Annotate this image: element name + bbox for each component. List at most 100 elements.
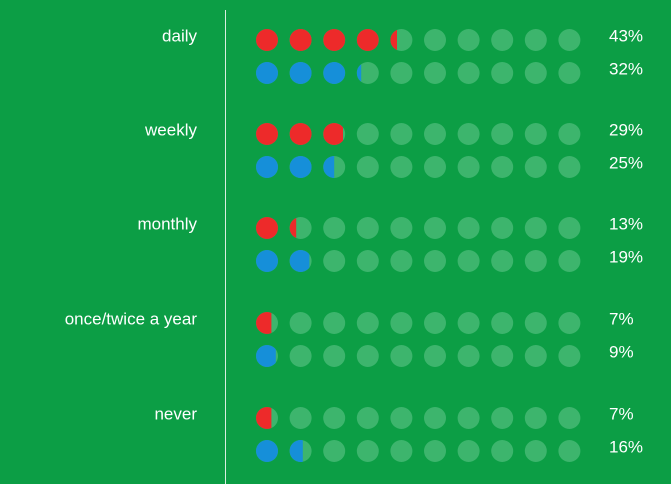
- empty-dot: [457, 312, 480, 334]
- empty-dot: [558, 156, 581, 178]
- empty-dot: [524, 407, 547, 429]
- empty-dot: [491, 250, 514, 272]
- value-label: 13%: [609, 214, 643, 233]
- empty-dot: [323, 345, 346, 367]
- filled-dot: [256, 312, 272, 334]
- empty-dot: [491, 312, 514, 334]
- empty-dot: [390, 440, 413, 462]
- empty-dot: [424, 156, 446, 178]
- empty-dot: [524, 345, 547, 367]
- empty-dot: [323, 407, 346, 429]
- dot-row: [256, 156, 335, 178]
- empty-dot: [491, 440, 514, 462]
- empty-dot: [457, 250, 480, 272]
- empty-dot: [491, 62, 514, 84]
- empty-dot: [457, 407, 480, 429]
- filled-dot: [256, 29, 278, 51]
- filled-dot: [256, 250, 278, 272]
- dot-row: [256, 440, 303, 462]
- filled-dot: [289, 29, 312, 51]
- category-label: never: [154, 404, 197, 423]
- empty-dot: [524, 312, 547, 334]
- filled-dot: [256, 217, 278, 239]
- empty-dot: [491, 156, 514, 178]
- empty-dot: [289, 345, 312, 367]
- category-label: once/twice a year: [65, 309, 198, 328]
- empty-dot: [323, 250, 346, 272]
- empty-dot: [491, 123, 514, 145]
- empty-dot: [424, 62, 446, 84]
- value-label: 7%: [609, 309, 634, 328]
- empty-dot: [457, 29, 480, 51]
- dot-row: [256, 345, 276, 367]
- empty-dot: [524, 217, 547, 239]
- empty-dot: [491, 217, 514, 239]
- empty-dot: [558, 407, 581, 429]
- empty-dot: [390, 123, 413, 145]
- empty-dot: [457, 156, 480, 178]
- value-label: 32%: [609, 59, 643, 78]
- empty-dot: [424, 123, 446, 145]
- dot-row: [256, 312, 272, 334]
- value-label: 16%: [609, 437, 643, 456]
- empty-dot: [356, 62, 379, 84]
- empty-dot: [356, 217, 379, 239]
- empty-dot: [356, 123, 379, 145]
- empty-dot: [390, 217, 413, 239]
- empty-dot: [323, 440, 346, 462]
- empty-dot: [424, 407, 446, 429]
- empty-dot: [524, 156, 547, 178]
- filled-dot: [256, 123, 278, 145]
- value-label: 9%: [609, 342, 634, 361]
- empty-dot: [424, 29, 446, 51]
- dot-row: [256, 62, 362, 84]
- empty-dot: [356, 312, 379, 334]
- empty-dot: [356, 156, 379, 178]
- filled-dot: [323, 123, 344, 145]
- filled-dot: [289, 440, 303, 462]
- empty-dot: [457, 345, 480, 367]
- empty-dot: [356, 250, 379, 272]
- empty-dot: [491, 345, 514, 367]
- empty-dot: [491, 407, 514, 429]
- filled-dot: [390, 29, 397, 51]
- empty-dot: [558, 29, 581, 51]
- empty-dot: [424, 312, 446, 334]
- value-label: 43%: [609, 26, 643, 45]
- filled-dot: [256, 407, 272, 429]
- dot-row: [256, 250, 310, 272]
- empty-dot: [323, 312, 346, 334]
- empty-dot: [356, 345, 379, 367]
- filled-dot: [323, 156, 335, 178]
- empty-dot: [424, 345, 446, 367]
- empty-dot: [524, 123, 547, 145]
- category-label: weekly: [144, 120, 197, 139]
- empty-dot: [524, 29, 547, 51]
- empty-dot: [289, 407, 312, 429]
- empty-dot: [524, 250, 547, 272]
- empty-dot: [390, 156, 413, 178]
- dot-row: [256, 407, 272, 429]
- empty-dot: [558, 312, 581, 334]
- filled-dot: [289, 217, 297, 239]
- category-label: monthly: [137, 214, 197, 233]
- empty-dot: [491, 29, 514, 51]
- empty-dot: [390, 345, 413, 367]
- value-label: 19%: [609, 247, 643, 266]
- empty-dot: [524, 440, 547, 462]
- filled-dot: [256, 156, 278, 178]
- filled-dot: [356, 29, 379, 51]
- filled-dot: [289, 123, 312, 145]
- empty-dot: [558, 440, 581, 462]
- filled-dot: [289, 250, 310, 272]
- empty-dot: [457, 217, 480, 239]
- value-label: 29%: [609, 120, 643, 139]
- value-label: 25%: [609, 153, 643, 172]
- filled-dot: [256, 62, 278, 84]
- dot-row: [256, 29, 397, 51]
- filled-dot: [323, 62, 346, 84]
- empty-dot: [390, 407, 413, 429]
- empty-dot: [558, 217, 581, 239]
